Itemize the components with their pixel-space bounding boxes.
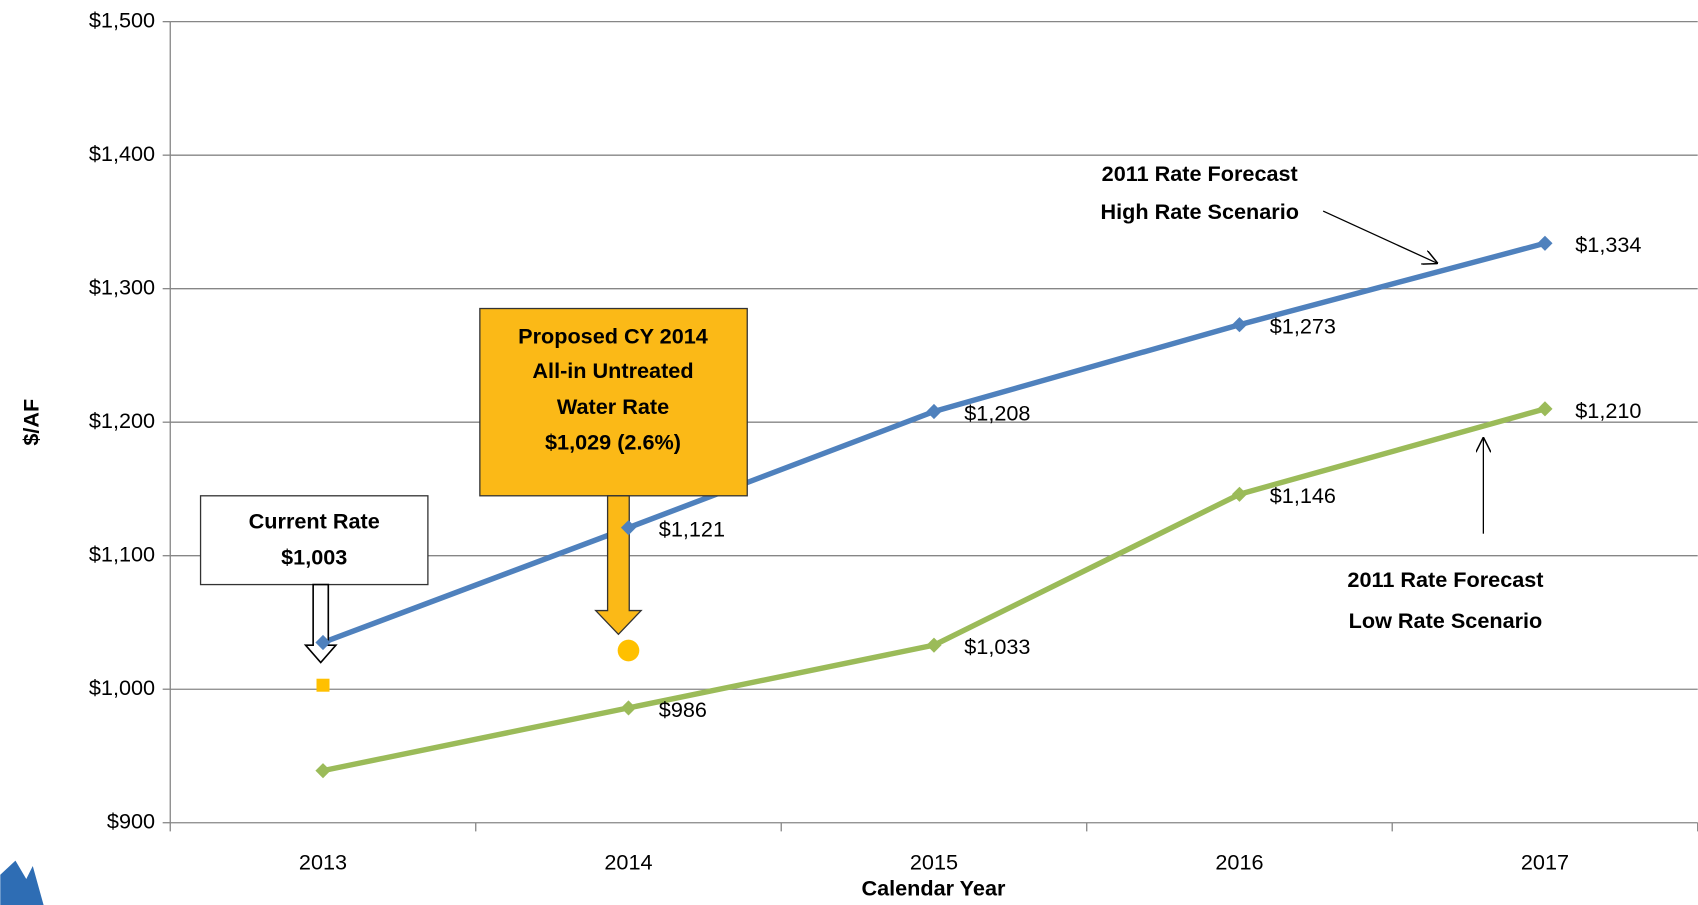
annotation-arrow xyxy=(594,495,643,636)
data-label: $986 xyxy=(659,697,707,722)
point xyxy=(1537,235,1553,251)
annotation-text: 2011 Rate Forecast xyxy=(1102,161,1298,186)
point xyxy=(617,639,640,662)
annotation-box xyxy=(199,495,429,586)
annotation-arrow xyxy=(303,583,338,664)
x-tick-label: 2013 xyxy=(299,850,347,875)
x-tick-label: 2014 xyxy=(604,850,652,875)
y-tick-label: $1,200 xyxy=(89,408,155,433)
y-tick-label: $1,000 xyxy=(89,675,155,700)
data-label: $1,121 xyxy=(659,517,725,542)
annotation-arrow xyxy=(1322,210,1437,263)
point xyxy=(926,637,942,653)
annotation-text: Current Rate xyxy=(249,509,380,534)
point xyxy=(1537,401,1553,417)
y-tick-label: $1,100 xyxy=(89,541,155,566)
point xyxy=(620,520,637,536)
annotation-text: 2011 Rate Forecast xyxy=(1347,567,1543,592)
point xyxy=(315,763,331,779)
y-tick-label: $900 xyxy=(107,808,155,833)
data-label: $1,146 xyxy=(1270,483,1336,508)
annotation-text: All-in Untreated xyxy=(532,358,693,383)
point xyxy=(315,634,331,651)
data-label: $1,334 xyxy=(1575,232,1641,257)
data-label: $1,210 xyxy=(1575,398,1641,423)
x-tick-label: 2017 xyxy=(1521,850,1569,875)
annotation-box xyxy=(479,307,748,497)
y-tick-label: $1,300 xyxy=(89,274,155,299)
annotation-text: $1,003 xyxy=(281,544,347,569)
data-label: $1,273 xyxy=(1270,314,1336,339)
x-tick-label: 2015 xyxy=(910,850,958,875)
annotation-text: $1,029 (2.6%) xyxy=(545,430,681,455)
logo xyxy=(0,860,44,905)
data-label: $1,033 xyxy=(964,634,1030,659)
point xyxy=(620,700,637,716)
point xyxy=(1231,317,1248,333)
y-axis-label: $/AF xyxy=(18,399,43,446)
point xyxy=(926,403,942,420)
point xyxy=(316,678,330,692)
x-axis-label: Calendar Year xyxy=(861,876,1006,901)
data-label: $1,208 xyxy=(964,400,1030,425)
y-tick-label: $1,500 xyxy=(89,7,155,32)
y-tick-label: $1,400 xyxy=(89,141,155,166)
annotation-text: Water Rate xyxy=(557,394,669,419)
annotation-text: Low Rate Scenario xyxy=(1349,608,1543,633)
annotation-text: High Rate Scenario xyxy=(1101,199,1299,224)
annotation-text: Proposed CY 2014 xyxy=(518,323,708,348)
x-tick-label: 2016 xyxy=(1215,850,1263,875)
point xyxy=(1231,486,1248,502)
